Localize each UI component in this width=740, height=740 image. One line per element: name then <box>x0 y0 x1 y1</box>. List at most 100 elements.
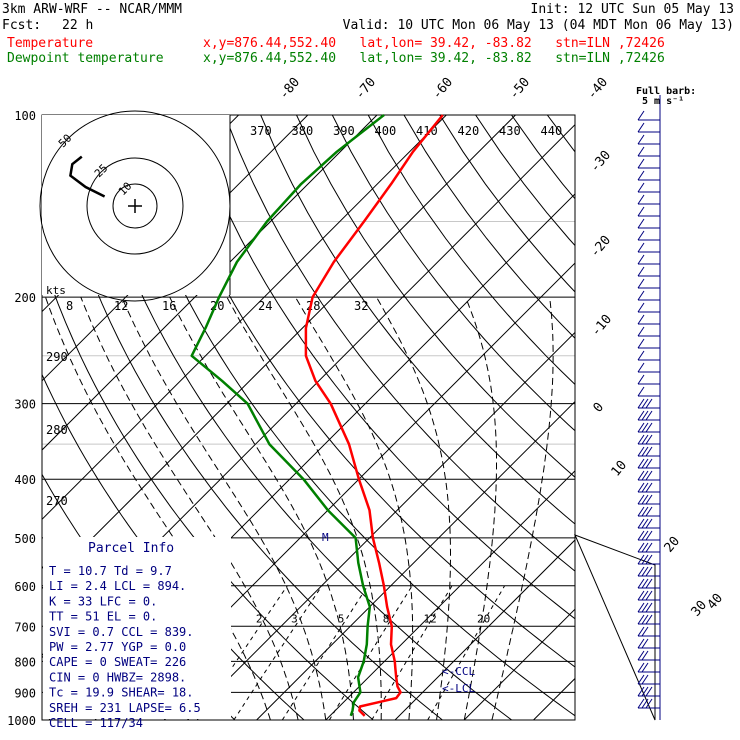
wind-barb-feather <box>641 578 649 589</box>
wind-barb-feather <box>637 686 645 697</box>
wind-barb-feather <box>641 602 649 613</box>
wind-barb-feather <box>637 638 645 649</box>
hodograph-trace <box>69 155 106 198</box>
wind-barb-feather <box>637 698 645 709</box>
wind-barb-feather <box>637 662 645 673</box>
wind-barb-feather <box>641 422 649 433</box>
pressure-tick-label: 500 <box>14 532 36 546</box>
dewpoint-trace <box>190 114 385 717</box>
theta-label: 430 <box>499 124 521 138</box>
wind-barb-feather <box>637 242 645 253</box>
hodograph-axis-label: 28 <box>306 299 320 313</box>
init-time: Init: 12 UTC Sun 05 May 13 <box>530 2 735 17</box>
wind-barb-feather <box>645 530 653 541</box>
wind-barb-feather <box>645 566 653 577</box>
wind-barb-feather <box>641 638 649 649</box>
isotherm-line <box>325 470 575 720</box>
wind-barb-feather <box>641 650 649 661</box>
parcel-info-row: LI = 2.4 LCL = 894. <box>49 579 186 593</box>
wind-barb-feather <box>645 614 653 625</box>
wind-barb-feather <box>641 458 649 469</box>
hodograph-axis-label: 12 <box>114 299 128 313</box>
moist-adiabat-line <box>463 296 497 720</box>
isotherm-line <box>603 115 740 720</box>
wind-barb-feather <box>641 674 649 685</box>
theta-label: 390 <box>333 124 355 138</box>
dry-adiabat-line <box>188 115 575 620</box>
wind-barb-feather <box>637 650 645 661</box>
mixing-ratio-label: 20 <box>477 612 490 625</box>
wind-barb-feather <box>641 554 649 565</box>
wind-barb-feather <box>637 206 645 217</box>
hodograph-axis-label: 16 <box>162 299 176 313</box>
wind-barb-feather <box>645 578 653 589</box>
wind-barb-feather <box>637 482 645 493</box>
dry-adiabat-line <box>367 115 575 386</box>
wind-barb-feather <box>645 458 653 469</box>
parcel-level-marker: M <box>322 531 329 544</box>
dry-adiabat-line <box>403 115 575 339</box>
wind-barb-feather <box>645 434 653 445</box>
moist-adiabat-line <box>226 296 382 720</box>
theta-label: 370 <box>250 124 272 138</box>
hodograph-axis-label: 32 <box>354 299 368 313</box>
wind-barb-feather <box>637 530 645 541</box>
wind-barb-feather <box>637 290 645 301</box>
model-title: 3km ARW-WRF -- NCAR/MMM <box>2 2 183 17</box>
moist-adiabat-line <box>294 296 414 720</box>
wind-barb-feather <box>645 446 653 457</box>
wind-barb-feather <box>645 506 653 517</box>
wind-barb-feather <box>637 338 645 349</box>
isotherm-line <box>256 400 575 720</box>
wind-barb-feather <box>641 626 649 637</box>
legend-temperature: Temperature <box>7 36 94 51</box>
pressure-tick-label: 600 <box>14 580 36 594</box>
wind-barb-feather <box>637 110 645 121</box>
moist-adiabat-line <box>491 297 554 720</box>
wind-barb-feather <box>637 230 645 241</box>
dry-adiabat-line <box>619 115 740 720</box>
isotherm-label: 10 <box>609 458 631 480</box>
theta-label: 380 <box>292 124 314 138</box>
wind-barb-feather <box>645 686 653 697</box>
wind-barb-feather <box>637 314 645 325</box>
isotherm-label: -80 <box>277 75 304 103</box>
wind-barb-feather <box>637 590 645 601</box>
hodograph-axis-label: 24 <box>258 299 272 313</box>
moist-adiabat-line <box>121 296 327 720</box>
isotherm-line <box>187 331 575 720</box>
parcel-info-row: SVI = 0.7 CCL = 839. <box>49 625 194 639</box>
wind-barb-feather <box>641 410 649 421</box>
pressure-tick-label: 400 <box>14 473 36 487</box>
wind-barb-feather <box>637 626 645 637</box>
wind-barb-feather <box>645 398 653 409</box>
wind-barb-feather <box>637 446 645 457</box>
dry-adiabat-line <box>45 115 443 720</box>
wind-barb-feather <box>637 506 645 517</box>
wind-barb-feather <box>645 518 653 529</box>
wind-barb-feather <box>641 434 649 445</box>
wind-barb-feather <box>637 266 645 277</box>
parcel-info-row: Tc = 19.9 SHEAR= 18. <box>49 686 194 700</box>
isotherm-line <box>42 115 447 521</box>
isotherm-line <box>42 115 378 451</box>
mixing-ratio-label: 5 <box>338 612 345 625</box>
theta-side-label: 280 <box>46 423 68 437</box>
wind-barb-feather <box>637 566 645 577</box>
isotherm-line <box>394 539 575 720</box>
wind-key-line1: Full barb: <box>636 86 696 97</box>
wind-barb-feather <box>637 494 645 505</box>
isotherm-line <box>463 608 575 720</box>
wind-barb-feather <box>641 590 649 601</box>
dry-adiabat-line <box>691 115 740 720</box>
wind-barb-feather <box>637 374 645 385</box>
theta-side-label: 270 <box>46 494 68 508</box>
parcel-info-row: K = 33 LFC = 0. <box>49 594 157 608</box>
pressure-tick-label: 700 <box>14 620 36 634</box>
wind-barb-feather <box>645 602 653 613</box>
isotherm-label: -20 <box>588 233 615 261</box>
dry-adiabat-line <box>583 115 740 720</box>
wind-barb-feather <box>637 194 645 205</box>
pressure-tick-label: 900 <box>14 686 36 700</box>
